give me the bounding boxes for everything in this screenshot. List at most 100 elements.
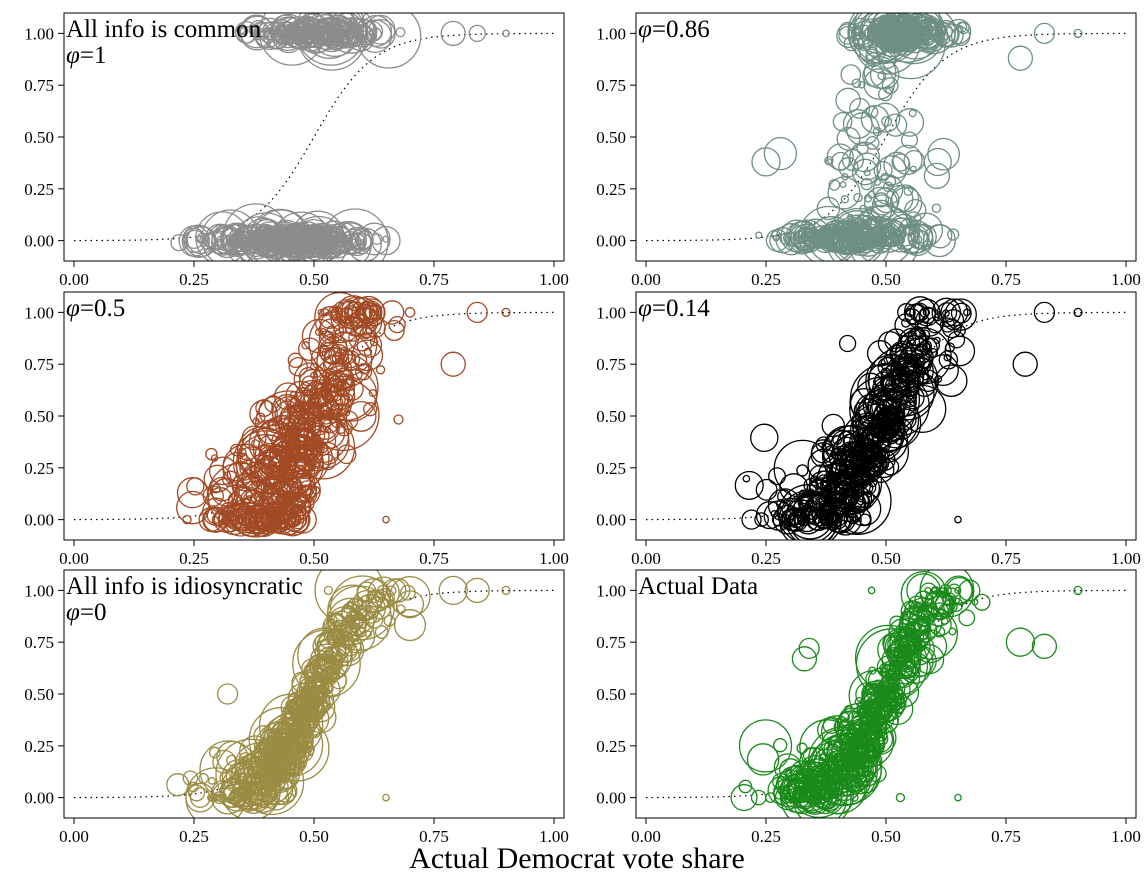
data-point xyxy=(938,350,959,370)
data-point xyxy=(956,25,964,33)
data-point xyxy=(210,483,221,494)
data-point xyxy=(840,724,860,745)
y-tick-label: 0.50 xyxy=(596,685,626,704)
data-point xyxy=(835,457,851,474)
data-point xyxy=(866,690,896,720)
data-point xyxy=(840,737,863,760)
data-point xyxy=(235,765,246,776)
data-point xyxy=(309,643,344,677)
data-point xyxy=(838,334,857,353)
data-point xyxy=(839,711,850,723)
data-point xyxy=(905,391,918,403)
data-point xyxy=(307,689,330,713)
data-point xyxy=(798,781,830,814)
data-point xyxy=(846,769,854,777)
data-point xyxy=(835,724,857,746)
x-tick-label: 0.75 xyxy=(419,549,449,568)
data-point xyxy=(331,351,345,365)
data-point xyxy=(468,24,486,43)
data-point xyxy=(844,443,855,454)
data-point xyxy=(834,793,843,802)
data-point xyxy=(938,32,951,45)
data-point xyxy=(958,579,981,602)
data-point xyxy=(340,623,354,637)
data-point xyxy=(314,17,350,53)
data-point xyxy=(870,22,883,35)
data-point xyxy=(364,630,373,638)
data-point xyxy=(832,111,853,132)
data-point xyxy=(874,728,888,742)
data-point xyxy=(939,317,956,333)
data-point xyxy=(885,184,914,214)
data-point xyxy=(942,309,950,318)
data-point xyxy=(845,766,861,782)
x-tick-label: 0.25 xyxy=(179,827,209,846)
data-point xyxy=(358,613,366,621)
data-point xyxy=(840,707,864,731)
data-point xyxy=(943,353,951,362)
data-point xyxy=(889,615,904,630)
x-tick-label: 1.00 xyxy=(1111,549,1141,568)
data-point xyxy=(356,332,383,358)
y-tick-label: 1.00 xyxy=(596,303,626,322)
data-point xyxy=(351,339,384,372)
data-point xyxy=(335,32,345,42)
data-point xyxy=(285,792,295,803)
data-point xyxy=(334,233,348,247)
data-point xyxy=(345,600,355,610)
data-point xyxy=(950,302,972,324)
data-point xyxy=(369,337,379,347)
panel-6: 0.00 0.25 0.50 0.75 1.00 0.00 0.25 0.50 0.75 1.00… xyxy=(596,569,1141,846)
data-point xyxy=(363,347,373,357)
data-point xyxy=(264,395,282,413)
data-point xyxy=(791,646,818,672)
data-point xyxy=(860,769,870,779)
x-tick-label: 0.00 xyxy=(631,827,661,846)
data-point xyxy=(889,646,911,668)
data-point xyxy=(316,441,340,466)
data-point xyxy=(290,720,305,735)
data-point xyxy=(304,453,319,467)
data-point xyxy=(901,610,909,618)
x-tick-label: 0.50 xyxy=(871,827,901,846)
data-point xyxy=(228,514,238,525)
data-point xyxy=(301,485,312,496)
data-point xyxy=(245,457,253,466)
data-point xyxy=(328,615,338,625)
data-point xyxy=(913,644,945,675)
data-point xyxy=(1031,633,1058,659)
data-point xyxy=(323,585,334,596)
data-point xyxy=(831,151,851,171)
data-point xyxy=(382,515,390,524)
data-point xyxy=(238,239,246,247)
x-tick-label: 0.25 xyxy=(751,827,781,846)
data-point xyxy=(927,354,959,387)
panel-2: 0.00 0.25 0.50 0.75 1.00 0.00 0.25 0.50 0.75 1.00… xyxy=(596,12,1141,289)
data-point xyxy=(253,451,289,487)
data-point xyxy=(954,515,962,524)
data-point xyxy=(1007,45,1034,71)
panel-4: 0.00 0.25 0.50 0.75 1.00 0.00 0.25 0.50 0.75 1.00… xyxy=(596,291,1141,568)
x-tick-label: 0.50 xyxy=(299,549,329,568)
data-point xyxy=(352,308,383,338)
data-point xyxy=(178,225,211,257)
data-point xyxy=(849,388,879,418)
data-point xyxy=(258,420,282,445)
data-point xyxy=(945,576,973,604)
data-point xyxy=(322,354,344,375)
data-point xyxy=(909,604,921,617)
data-point xyxy=(274,722,305,753)
data-point xyxy=(375,365,386,375)
data-point xyxy=(808,470,839,500)
data-point xyxy=(335,418,353,437)
data-point xyxy=(393,414,404,425)
data-point xyxy=(773,738,788,753)
panel-title: φ=0.86 xyxy=(638,16,710,43)
data-point xyxy=(963,308,971,317)
data-point xyxy=(245,502,281,537)
data-point xyxy=(851,78,862,89)
data-point xyxy=(741,509,762,530)
data-point xyxy=(300,236,311,246)
data-point xyxy=(886,638,920,671)
data-point xyxy=(871,194,894,216)
